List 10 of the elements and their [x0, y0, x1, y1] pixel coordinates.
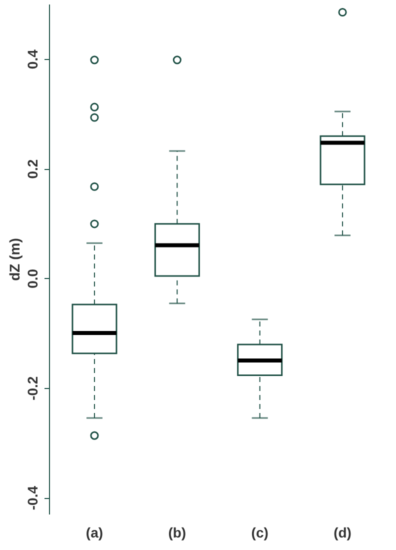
y-tick-label: 0.4	[24, 49, 40, 70]
y-tick-label: 0.0	[24, 268, 40, 288]
y-axis-title: dZ (m)	[6, 238, 22, 281]
x-tick-label: (d)	[334, 524, 352, 540]
y-tick-label: -0.2	[24, 376, 40, 400]
y-tick-label: -0.4	[24, 486, 40, 510]
x-tick-label: (c)	[251, 524, 268, 540]
x-tick-label: (a)	[86, 524, 104, 540]
y-tick-label: 0.2	[24, 159, 40, 179]
x-tick-label: (b)	[168, 524, 186, 540]
